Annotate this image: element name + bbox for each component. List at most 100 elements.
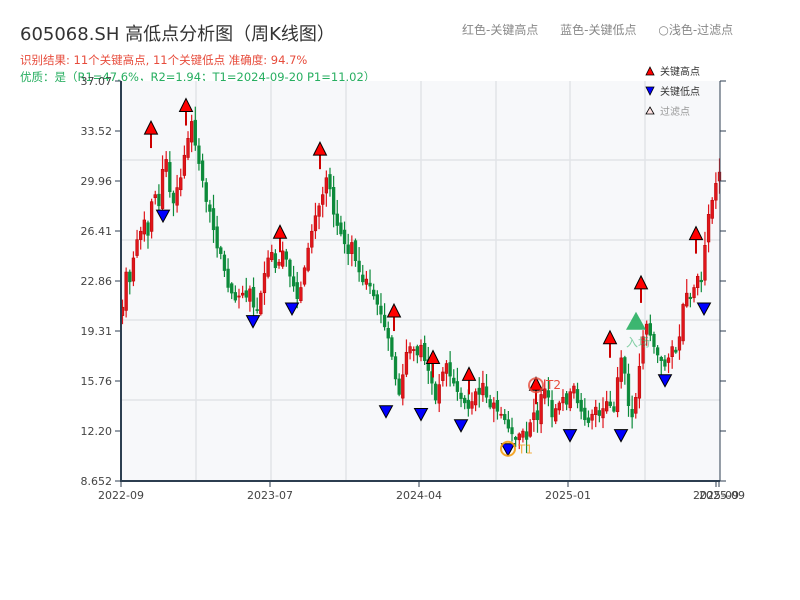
y-tick-label: 26.41 [81, 225, 113, 238]
candle-body [270, 252, 274, 261]
y-axis-ticks: 37.07 33.52 29.96 26.41 22.86 19.31 15.76 12.20… [81, 75, 726, 488]
candle-body [237, 295, 241, 298]
candle-body [415, 346, 420, 356]
candle-body [277, 261, 281, 266]
candle-body [564, 393, 569, 405]
candle-body [364, 278, 369, 285]
candle-body [168, 162, 172, 193]
candle-body [470, 401, 474, 409]
candle-body [230, 283, 234, 294]
candle-body [401, 374, 405, 399]
low-marker-icon [696, 302, 712, 317]
t1-ring-icon [500, 440, 516, 457]
candle-body [539, 394, 543, 425]
x-tick-label: 2023-07 [247, 489, 293, 502]
low-marker-icon [453, 419, 469, 433]
candle-body [441, 371, 445, 381]
candle-body [226, 268, 230, 288]
candle-body [346, 244, 350, 254]
low-marker-icon [284, 302, 300, 317]
candle-body [328, 174, 332, 190]
candle-body [372, 289, 376, 297]
candle-body [182, 154, 187, 176]
marker-legend: 关键高点 关键低点 过滤点 [645, 65, 700, 118]
candle-body [444, 363, 449, 374]
candle-body [273, 253, 278, 269]
candle-body [634, 397, 638, 414]
legend-red-high: 红色-关键高点 [462, 23, 539, 37]
candle-body [200, 160, 205, 181]
candle-body [710, 199, 714, 219]
x-tick-label: 2025-09 [693, 489, 739, 502]
candle-body [677, 336, 682, 351]
candle-body [703, 245, 707, 281]
candle-body [619, 357, 623, 382]
candle-body [586, 417, 591, 423]
candle-body [317, 205, 321, 217]
x-tick-label-overlap: 2025-09 [699, 489, 745, 502]
y-tick-label: 22.86 [81, 275, 113, 288]
candle-body [532, 412, 536, 420]
candle-body [288, 259, 292, 277]
candle-body [211, 208, 216, 231]
candle-body [422, 342, 427, 361]
candle-body [554, 408, 558, 422]
low-marker-icon [500, 443, 516, 457]
candle-body [685, 292, 689, 307]
candle-body [175, 187, 179, 206]
high-marker-icon [312, 141, 328, 156]
candle-body [386, 327, 390, 339]
entry-label: 入场 [626, 336, 650, 350]
candle-body [375, 294, 379, 305]
x-axis-ticks: 2022-09 2023-07 2024-04 2025-01 2025-092025-… [98, 481, 745, 502]
candle-body [353, 240, 358, 261]
candle-body [142, 219, 146, 235]
candle-body [124, 271, 128, 311]
candle-body [302, 267, 307, 285]
candle-body [459, 392, 463, 399]
candle-body [291, 276, 296, 287]
candle-body [550, 400, 554, 418]
candle-body [495, 400, 500, 412]
candle-body [419, 344, 423, 358]
candle-body [160, 169, 165, 209]
candle-body [193, 119, 197, 146]
candle-body [568, 391, 572, 409]
candle-body [455, 381, 460, 392]
candle-body [131, 257, 136, 282]
candle-body [448, 362, 452, 377]
high-marker-icon [528, 376, 544, 391]
candle-body [149, 201, 154, 232]
candle-body [197, 145, 201, 164]
candle-body [452, 377, 456, 384]
candle-body [463, 397, 467, 404]
candle-body [517, 433, 521, 441]
candle-body [368, 282, 372, 287]
candle-body [575, 389, 580, 404]
y-tick-label: 12.20 [81, 425, 113, 438]
candle-body [222, 254, 227, 271]
candle-body [499, 413, 503, 416]
candle-body [204, 182, 208, 202]
candle-body [699, 279, 703, 283]
candle-body [561, 397, 565, 404]
candle-body [626, 373, 631, 406]
candle-body [284, 251, 288, 260]
candle-body [655, 347, 660, 356]
candle-body [579, 399, 583, 412]
candle-body [590, 413, 594, 421]
candle-body [437, 384, 441, 404]
chart-title: 605068.SH 高低点分析图（周K线图） [20, 24, 335, 45]
legend-low-icon [645, 86, 655, 96]
candle-body [630, 408, 634, 418]
candle-body [612, 406, 616, 412]
candle-body [266, 257, 270, 277]
high-marker-icon [461, 366, 477, 381]
y-tick-label: 15.76 [81, 375, 113, 388]
candle-body [342, 229, 347, 245]
candle-body [313, 215, 318, 232]
candle-body [397, 378, 401, 395]
candle-body [299, 287, 303, 301]
candle-body [240, 292, 245, 296]
